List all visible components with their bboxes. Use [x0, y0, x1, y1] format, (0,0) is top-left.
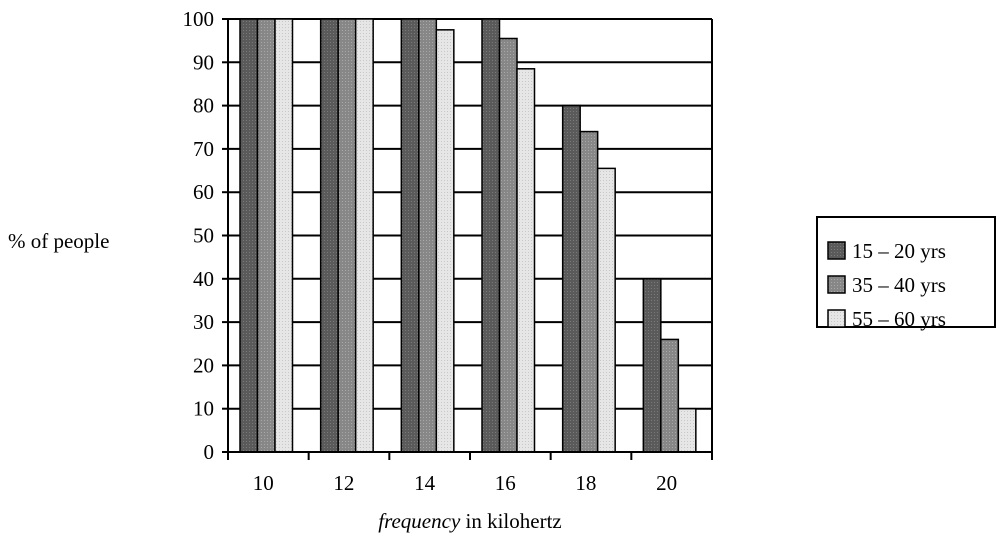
x-tick-label: 20 — [656, 471, 677, 495]
bar-10-series-1 — [239, 18, 259, 453]
bar-14-series-3 — [435, 29, 455, 453]
y-tick-label: 40 — [193, 267, 214, 291]
y-tick-label: 80 — [193, 94, 214, 118]
y-tick-label: 0 — [204, 440, 215, 464]
bar-18-series-1 — [561, 104, 581, 453]
y-axis-label: % of people — [8, 229, 109, 253]
bar-10-series-3 — [274, 18, 294, 453]
x-tick-label: 12 — [333, 471, 354, 495]
legend-swatch-2 — [827, 275, 846, 294]
bar-12-series-2 — [337, 18, 357, 453]
x-axis-label-italic: frequency — [378, 509, 461, 533]
y-tick-label: 60 — [193, 180, 214, 204]
bar-12-series-1 — [319, 18, 339, 453]
legend-label-3: 55 – 60 yrs — [852, 307, 946, 331]
bar-10-series-2 — [256, 18, 276, 453]
legend: 15 – 20 yrs 35 – 40 yrs 55 – 60 yrs — [816, 216, 996, 331]
x-tick-label: 14 — [414, 471, 436, 495]
bar-16-series-2 — [498, 37, 518, 453]
y-tick-label: 10 — [193, 397, 214, 421]
bar-16-series-3 — [516, 68, 536, 453]
bar-20-series-1 — [642, 278, 662, 453]
bar-14-series-1 — [400, 18, 420, 453]
legend-swatch-3 — [827, 309, 846, 328]
x-axis-label-rest: in kilohertz — [460, 509, 561, 533]
legend-box — [816, 216, 996, 328]
bar-18-series-2 — [579, 130, 599, 453]
x-tick-label: 10 — [253, 471, 274, 495]
legend-label-1: 15 – 20 yrs — [852, 239, 946, 263]
legend-label-2: 35 – 40 yrs — [852, 273, 946, 297]
y-tick-labels: 0 10 20 30 40 50 60 70 80 90 100 — [183, 7, 215, 464]
x-tick-label: 18 — [575, 471, 596, 495]
bar-18-series-3 — [596, 167, 616, 453]
bar-14-series-2 — [418, 18, 438, 453]
bar-16-series-1 — [481, 18, 501, 453]
gridlines — [228, 18, 712, 453]
legend-swatch-1 — [827, 241, 846, 260]
x-tick-labels: 10 12 14 16 18 20 — [253, 471, 677, 495]
bar-20-series-3 — [677, 407, 697, 453]
y-tick-label: 70 — [193, 137, 214, 161]
bar-20-series-2 — [660, 338, 680, 453]
y-tick-label: 90 — [193, 50, 214, 74]
y-tick-label: 50 — [193, 224, 214, 248]
x-tick-label: 16 — [495, 471, 516, 495]
bar-12-series-3 — [354, 18, 374, 453]
y-tick-label: 20 — [193, 353, 214, 377]
y-tick-label: 30 — [193, 310, 214, 334]
axes — [222, 18, 713, 460]
y-tick-label: 100 — [183, 7, 215, 31]
x-axis-label: frequency in kilohertz — [378, 509, 562, 533]
